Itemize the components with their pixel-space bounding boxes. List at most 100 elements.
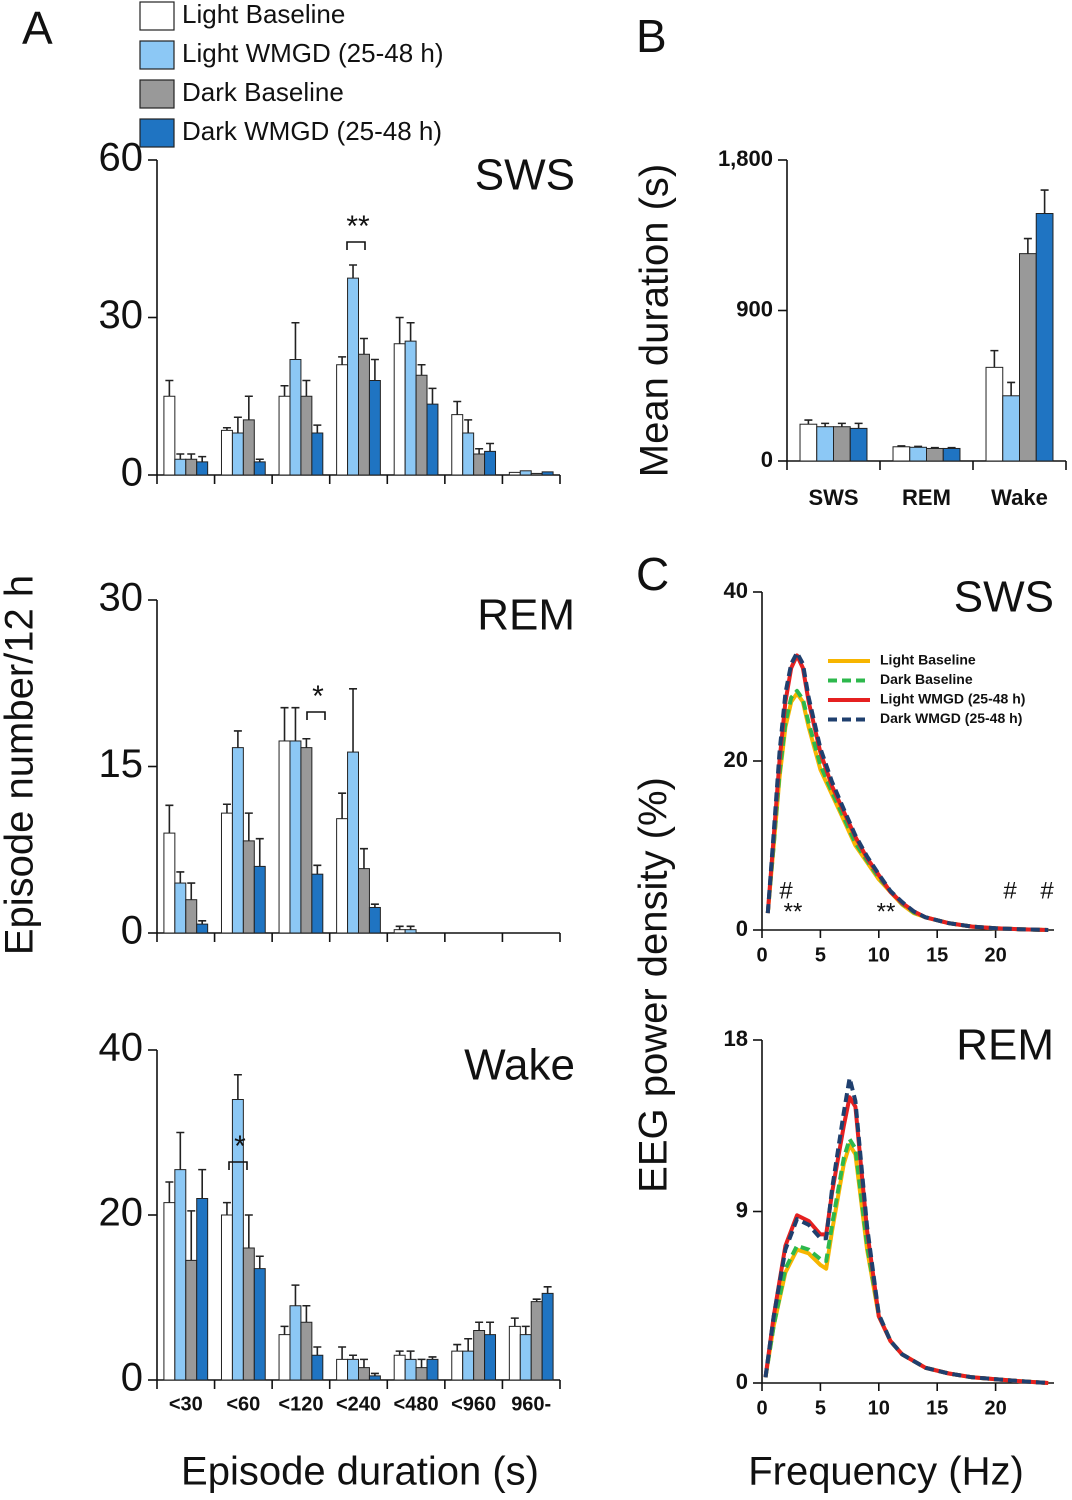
- bar: [985, 366, 1004, 462]
- panel-title: SWS: [475, 151, 575, 200]
- y-axis-label: Episode number/12 h: [0, 575, 42, 955]
- error-bar: [1040, 189, 1049, 214]
- error-bar: [897, 445, 906, 447]
- bar: [185, 458, 198, 476]
- bar: [174, 882, 187, 934]
- error-bar: [187, 1210, 196, 1261]
- panel-title: REM: [956, 1021, 1054, 1070]
- error-bar: [176, 1131, 185, 1170]
- error-bar: [349, 688, 358, 753]
- y-tick-label: 0: [121, 1356, 143, 1400]
- y-tick-label: 20: [99, 1191, 144, 1235]
- y-tick-label: 30: [99, 576, 144, 620]
- error-bar: [990, 349, 999, 368]
- error-bar: [176, 871, 185, 884]
- panel-title: SWS: [954, 573, 1054, 622]
- bar: [174, 458, 187, 476]
- bar: [163, 395, 176, 476]
- bar: [426, 403, 439, 476]
- error-bar: [280, 706, 289, 741]
- error-bar: [428, 387, 437, 405]
- bracket: [346, 241, 366, 250]
- bar: [163, 1202, 176, 1381]
- error-bar: [947, 446, 956, 449]
- error-bar: [187, 882, 196, 900]
- error-bar: [914, 445, 923, 448]
- error-bar: [475, 1321, 484, 1331]
- legend-label: Dark WMGD (25-48 h): [182, 116, 442, 146]
- bar: [253, 1268, 266, 1381]
- line: [763, 1076, 1049, 1385]
- x-axis-label: Frequency (Hz): [748, 1450, 1024, 1494]
- y-tick-label: 900: [736, 296, 773, 321]
- bar: [185, 1259, 198, 1381]
- legend-swatch: [139, 40, 175, 70]
- error-bar: [1023, 237, 1032, 254]
- error-bar: [233, 730, 242, 748]
- bar: [336, 364, 349, 476]
- bar: [300, 395, 313, 476]
- line: [763, 1137, 1049, 1385]
- bar: [347, 751, 360, 934]
- y-tick-label: 15: [99, 742, 144, 786]
- bar: [942, 447, 961, 462]
- x-tick-label: 20: [984, 1397, 1006, 1419]
- bar: [833, 426, 851, 462]
- line: [765, 650, 1049, 932]
- bar: [242, 1247, 255, 1381]
- error-bar: [233, 1073, 242, 1100]
- error-bar: [804, 419, 813, 425]
- error-bar: [302, 379, 311, 397]
- error-bar: [255, 458, 264, 462]
- error-bar: [244, 812, 253, 841]
- error-bar: [198, 455, 207, 462]
- annotation: **: [877, 898, 896, 925]
- error-bar: [395, 925, 404, 930]
- bar: [300, 1321, 313, 1381]
- bar: [484, 450, 497, 476]
- error-bar: [837, 422, 846, 427]
- error-bar: [821, 422, 830, 427]
- error-bar: [428, 1356, 437, 1360]
- bar: [404, 340, 417, 476]
- bar: [473, 1330, 486, 1381]
- y-tick-label: 1,800: [718, 146, 773, 171]
- bar: [816, 426, 835, 462]
- bar: [242, 419, 255, 476]
- error-bar: [521, 1325, 530, 1335]
- error-bar: [187, 453, 196, 460]
- annotation: *: [234, 1130, 246, 1163]
- error-bar: [280, 384, 289, 397]
- error-bar: [359, 337, 368, 355]
- error-bar: [165, 379, 174, 397]
- y-tick-label: 60: [99, 136, 144, 180]
- error-bar: [417, 1358, 426, 1368]
- bar: [368, 380, 381, 476]
- bar: [415, 374, 428, 476]
- x-tick-label: 5: [815, 1397, 826, 1419]
- error-bar: [222, 1201, 231, 1215]
- error-bar: [370, 358, 379, 381]
- legend-label: Light Baseline: [880, 652, 976, 668]
- bar: [462, 1350, 475, 1381]
- error-bar: [406, 321, 415, 342]
- bar: [462, 432, 475, 476]
- y-tick-label: 0: [736, 916, 748, 941]
- bar: [404, 1358, 417, 1381]
- error-bar: [255, 837, 264, 867]
- error-bar: [406, 1350, 415, 1360]
- legend-label: Dark Baseline: [880, 671, 973, 687]
- x-tick-label: 5: [815, 944, 826, 966]
- bar: [541, 1292, 554, 1381]
- bar: [289, 740, 302, 934]
- bar: [336, 818, 349, 934]
- bar: [530, 1301, 543, 1381]
- x-tick-label: 15: [926, 1397, 948, 1419]
- error-bar: [198, 1168, 207, 1199]
- legend-label: Light Baseline: [182, 0, 345, 29]
- bar: [519, 1334, 532, 1381]
- legend-swatch: [139, 1, 175, 31]
- error-bar: [453, 400, 462, 415]
- bar: [415, 1367, 428, 1381]
